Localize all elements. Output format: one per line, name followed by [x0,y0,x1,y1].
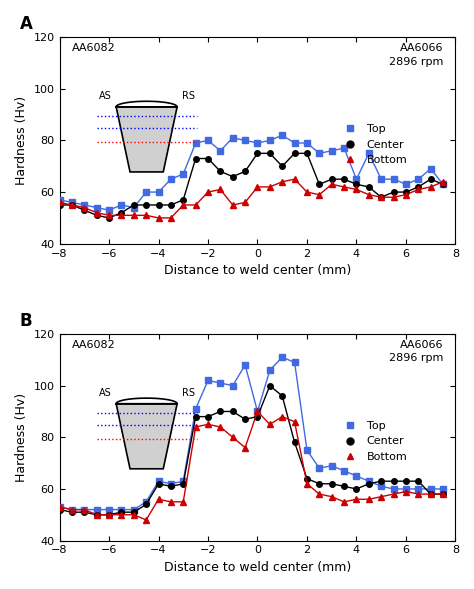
Text: AA6066
2896 rpm: AA6066 2896 rpm [389,340,444,363]
Y-axis label: Hardness (Hv): Hardness (Hv) [15,393,28,482]
Y-axis label: Hardness (Hv): Hardness (Hv) [15,96,28,185]
Text: AA6066
2896 rpm: AA6066 2896 rpm [389,44,444,67]
Text: A: A [20,15,33,33]
Legend: Top, Center, Bottom: Top, Center, Bottom [334,120,412,170]
Text: AA6082: AA6082 [72,340,115,350]
X-axis label: Distance to weld center (mm): Distance to weld center (mm) [164,561,351,574]
Text: B: B [20,312,33,330]
X-axis label: Distance to weld center (mm): Distance to weld center (mm) [164,264,351,277]
Legend: Top, Center, Bottom: Top, Center, Bottom [334,416,412,466]
Text: AA6082: AA6082 [72,44,115,54]
